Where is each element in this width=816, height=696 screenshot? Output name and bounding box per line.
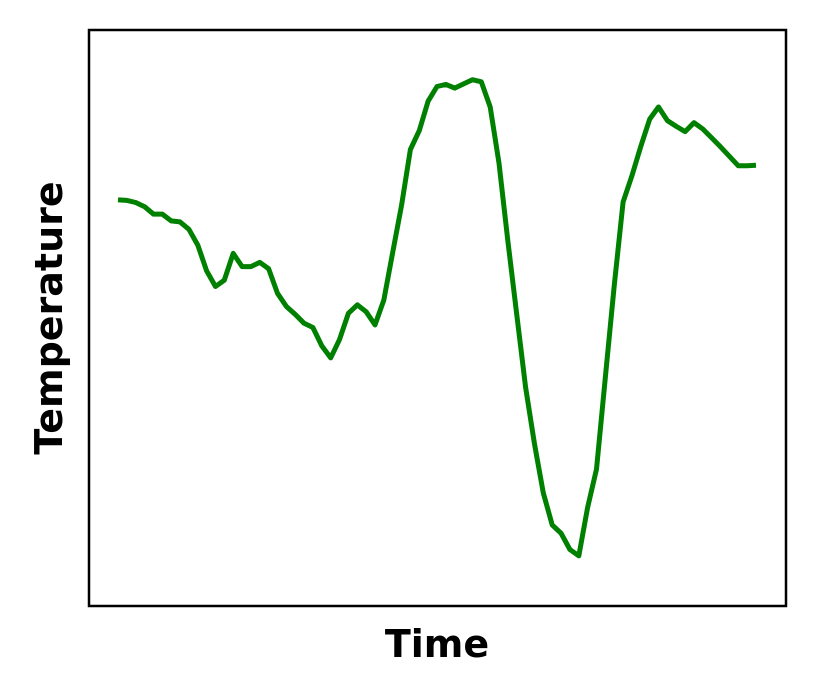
series-line-0 (117, 77, 757, 559)
series-layer (117, 77, 757, 559)
y-axis-label: Temperature (27, 181, 71, 454)
x-axis-label: Time (385, 622, 489, 666)
plot-frame (87, 28, 788, 608)
